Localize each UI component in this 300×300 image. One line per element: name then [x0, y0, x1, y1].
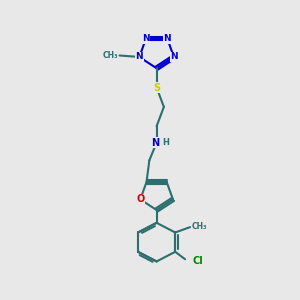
- Text: N: N: [136, 52, 143, 62]
- Text: N: N: [164, 34, 171, 43]
- Text: CH₃: CH₃: [102, 51, 118, 60]
- Text: N: N: [142, 34, 150, 43]
- Text: N: N: [151, 138, 159, 148]
- Text: CH₃: CH₃: [192, 222, 207, 231]
- Text: H: H: [162, 138, 169, 147]
- Text: O: O: [136, 194, 144, 204]
- Text: N: N: [170, 52, 178, 62]
- Text: S: S: [153, 82, 160, 93]
- Text: Cl: Cl: [192, 256, 203, 266]
